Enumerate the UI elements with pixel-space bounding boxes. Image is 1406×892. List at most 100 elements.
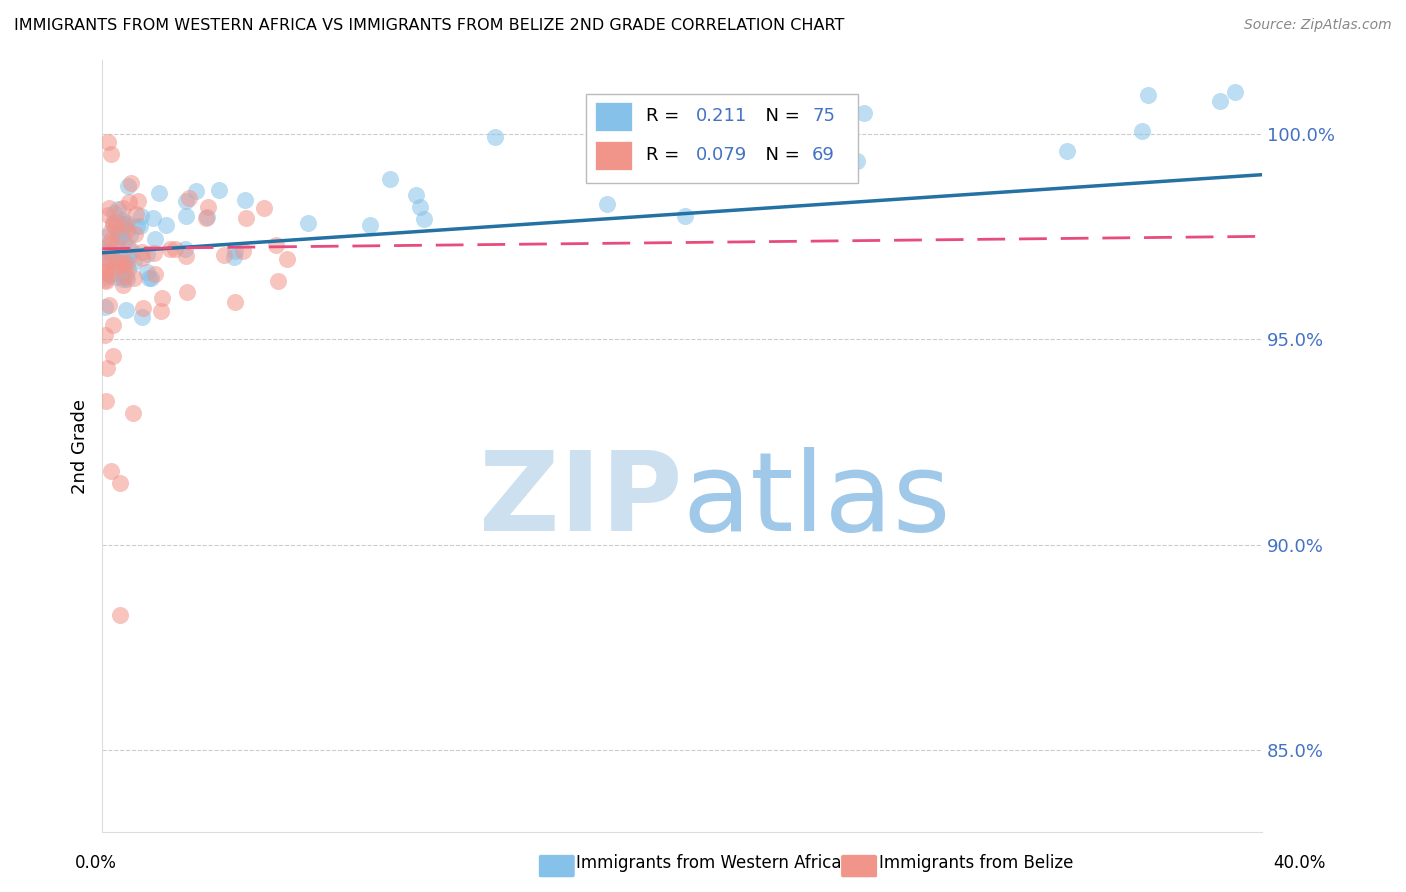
Point — [107, 255, 129, 269]
FancyBboxPatch shape — [586, 95, 859, 183]
Point — [1056, 144, 1078, 158]
Point — [94, 274, 117, 288]
Text: 0.079: 0.079 — [696, 145, 748, 163]
Point — [208, 183, 231, 197]
Point — [730, 157, 752, 171]
Point — [138, 270, 160, 285]
Point — [174, 194, 197, 209]
Point — [103, 249, 125, 263]
Point — [112, 201, 135, 215]
Point — [94, 264, 117, 278]
Point — [108, 225, 131, 239]
Point — [224, 295, 246, 310]
Point — [94, 264, 117, 278]
Point — [118, 249, 141, 263]
Point — [112, 260, 135, 275]
Point — [224, 244, 246, 259]
Point — [115, 268, 138, 283]
Point — [853, 106, 876, 120]
Point — [107, 224, 129, 238]
Point — [94, 252, 117, 266]
Point — [94, 300, 117, 314]
Point — [100, 247, 122, 261]
Point — [150, 291, 173, 305]
Text: 40.0%: 40.0% — [1272, 855, 1326, 872]
Text: N =: N = — [754, 145, 806, 163]
Point — [112, 278, 135, 293]
Point — [120, 227, 142, 242]
Point — [98, 244, 121, 259]
Point — [97, 135, 120, 149]
Point — [266, 274, 288, 288]
Point — [108, 475, 131, 490]
Text: Immigrants from Belize: Immigrants from Belize — [879, 855, 1073, 872]
Point — [110, 257, 132, 271]
Point — [105, 254, 128, 268]
Point — [101, 217, 124, 231]
Point — [124, 227, 146, 242]
FancyBboxPatch shape — [595, 141, 633, 170]
Point — [108, 607, 131, 622]
Point — [105, 236, 128, 251]
Text: 0.0%: 0.0% — [75, 855, 117, 872]
Text: 69: 69 — [813, 145, 835, 163]
Point — [179, 190, 201, 204]
Text: R =: R = — [647, 145, 685, 163]
Point — [149, 303, 172, 318]
Point — [94, 241, 117, 255]
Y-axis label: 2nd Grade: 2nd Grade — [72, 399, 89, 493]
Point — [197, 200, 219, 214]
Text: Source: ZipAtlas.com: Source: ZipAtlas.com — [1244, 18, 1392, 32]
Point — [94, 269, 117, 284]
Point — [110, 213, 132, 227]
Point — [97, 237, 120, 252]
Point — [155, 218, 177, 232]
Point — [101, 349, 124, 363]
Text: N =: N = — [754, 107, 806, 125]
Point — [212, 248, 235, 262]
Point — [96, 252, 118, 266]
Point — [94, 273, 117, 287]
Point — [103, 217, 125, 231]
Point — [107, 234, 129, 248]
Point — [232, 244, 254, 259]
Point — [94, 230, 117, 244]
Point — [135, 246, 157, 260]
Point — [136, 265, 159, 279]
Point — [222, 251, 245, 265]
Point — [1132, 124, 1154, 138]
Point — [132, 301, 155, 316]
Point — [111, 272, 134, 286]
Point — [121, 244, 143, 258]
Point — [846, 153, 869, 168]
Point — [103, 261, 125, 276]
Point — [96, 393, 118, 408]
Point — [115, 272, 138, 286]
Point — [100, 147, 122, 161]
Point — [176, 285, 198, 299]
Point — [117, 262, 139, 277]
Point — [114, 218, 136, 232]
Point — [94, 327, 117, 342]
Point — [114, 253, 136, 268]
FancyBboxPatch shape — [595, 102, 633, 131]
Text: 0.211: 0.211 — [696, 107, 748, 125]
Point — [110, 228, 132, 243]
Point — [117, 240, 139, 254]
Point — [104, 269, 127, 284]
Point — [359, 218, 381, 232]
Point — [96, 360, 118, 375]
Point — [100, 252, 122, 267]
Point — [107, 227, 129, 242]
Point — [127, 194, 149, 208]
Point — [163, 242, 186, 256]
Point — [104, 220, 127, 235]
Point — [98, 268, 121, 282]
Point — [103, 206, 125, 220]
Text: 75: 75 — [813, 107, 835, 125]
Point — [297, 216, 319, 230]
Point — [675, 209, 697, 223]
Point — [98, 225, 121, 239]
Point — [97, 297, 120, 311]
Point — [1209, 94, 1232, 108]
